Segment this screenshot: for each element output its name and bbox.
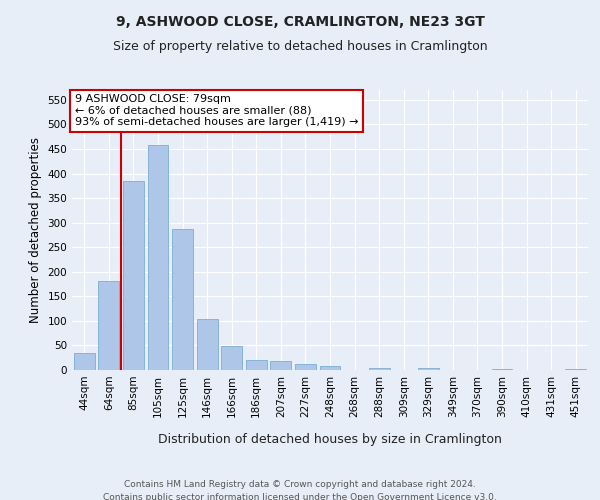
Y-axis label: Number of detached properties: Number of detached properties — [29, 137, 42, 323]
Bar — [98, 280, 119, 370]
Bar — [491, 368, 512, 370]
Bar — [271, 361, 292, 370]
Bar — [123, 181, 144, 370]
Bar — [320, 366, 340, 370]
Bar — [418, 368, 439, 370]
Bar — [221, 346, 242, 370]
Bar — [246, 360, 267, 370]
Bar — [565, 368, 586, 370]
Bar — [172, 228, 193, 370]
Text: Contains HM Land Registry data © Crown copyright and database right 2024.
Contai: Contains HM Land Registry data © Crown c… — [103, 480, 497, 500]
Bar — [148, 145, 169, 370]
Text: Distribution of detached houses by size in Cramlington: Distribution of detached houses by size … — [158, 432, 502, 446]
Bar — [197, 320, 218, 370]
Text: 9 ASHWOOD CLOSE: 79sqm
← 6% of detached houses are smaller (88)
93% of semi-deta: 9 ASHWOOD CLOSE: 79sqm ← 6% of detached … — [74, 94, 358, 128]
Bar — [295, 364, 316, 370]
Text: Size of property relative to detached houses in Cramlington: Size of property relative to detached ho… — [113, 40, 487, 53]
Bar — [368, 368, 389, 370]
Text: 9, ASHWOOD CLOSE, CRAMLINGTON, NE23 3GT: 9, ASHWOOD CLOSE, CRAMLINGTON, NE23 3GT — [116, 15, 484, 29]
Bar — [74, 353, 95, 370]
